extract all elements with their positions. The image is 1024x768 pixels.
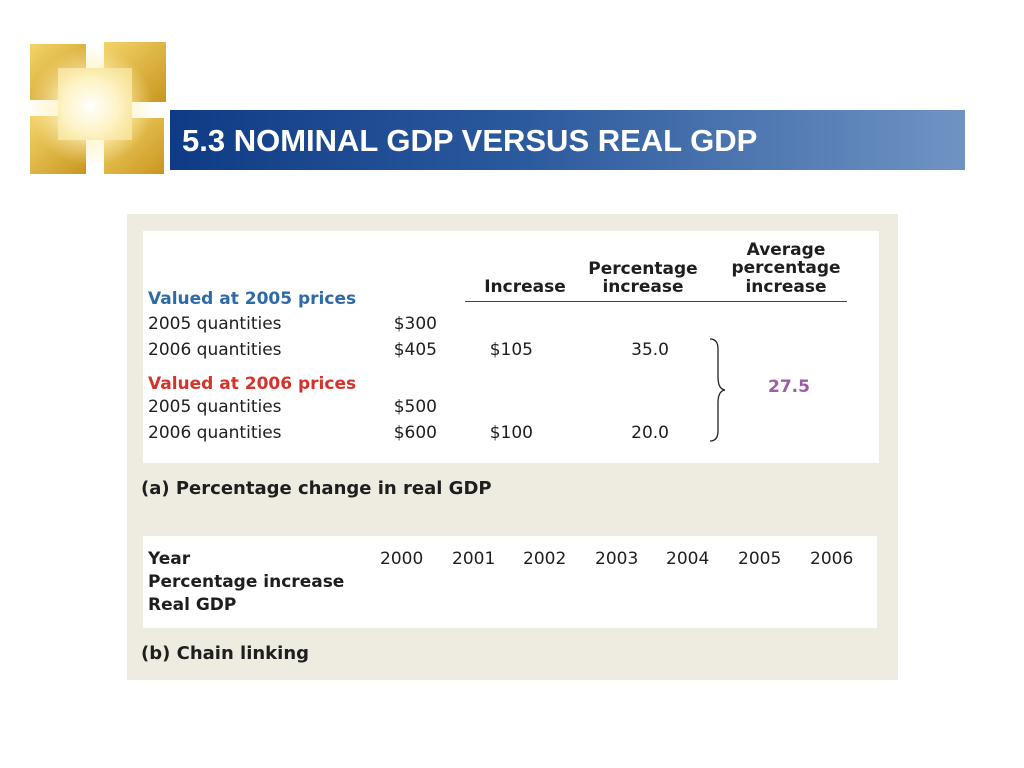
header-underline <box>465 301 847 302</box>
group-2005-label: Valued at 2005 prices <box>148 289 357 309</box>
row-increase: $100 <box>489 423 533 443</box>
golden-squares-logo-icon <box>24 38 172 180</box>
header-increase: Increase <box>484 277 566 297</box>
row-label-year: Year <box>148 549 191 569</box>
row-label: 2005 quantities <box>148 397 282 417</box>
row-value: $600 <box>393 423 437 443</box>
caption-a: (a) Percentage change in real GDP <box>141 478 492 499</box>
row-label: 2006 quantities <box>148 340 282 360</box>
figure: Increase Percentage increase Average per… <box>127 214 898 680</box>
header-percentage-line1: Percentage <box>588 259 698 279</box>
year-cell: 2004 <box>666 549 710 569</box>
row-percentage: 35.0 <box>631 340 669 360</box>
year-cell: 2000 <box>380 549 424 569</box>
row-label-real-gdp: Real GDP <box>148 595 237 615</box>
header-average-line3: increase <box>745 277 827 297</box>
header-average-line1: Average <box>746 240 826 260</box>
title-bar: 5.3 NOMINAL GDP VERSUS REAL GDP <box>170 110 965 170</box>
row-label-percentage-increase: Percentage increase <box>148 572 345 592</box>
average-value: 27.5 <box>768 377 810 397</box>
panel-b-table: Year Percentage increase Real GDP 2000 2… <box>143 536 877 628</box>
header-percentage-line2: increase <box>602 277 684 297</box>
row-label: 2005 quantities <box>148 314 282 334</box>
slide-title: 5.3 NOMINAL GDP VERSUS REAL GDP <box>182 123 758 158</box>
row-label: 2006 quantities <box>148 423 282 443</box>
row-value: $405 <box>393 340 437 360</box>
year-cell: 2002 <box>523 549 567 569</box>
row-value: $500 <box>393 397 437 417</box>
caption-b: (b) Chain linking <box>141 643 310 664</box>
year-cell: 2003 <box>595 549 639 569</box>
row-value: $300 <box>393 314 437 334</box>
row-increase: $105 <box>489 340 533 360</box>
group-2006-label: Valued at 2006 prices <box>148 374 357 394</box>
year-cell: 2005 <box>738 549 782 569</box>
year-cell: 2006 <box>810 549 854 569</box>
header-average-line2: percentage <box>731 258 841 278</box>
right-curly-brace-icon <box>709 338 726 442</box>
panel-a-table: Increase Percentage increase Average per… <box>143 231 879 463</box>
row-percentage: 20.0 <box>631 423 669 443</box>
year-cell: 2001 <box>452 549 496 569</box>
